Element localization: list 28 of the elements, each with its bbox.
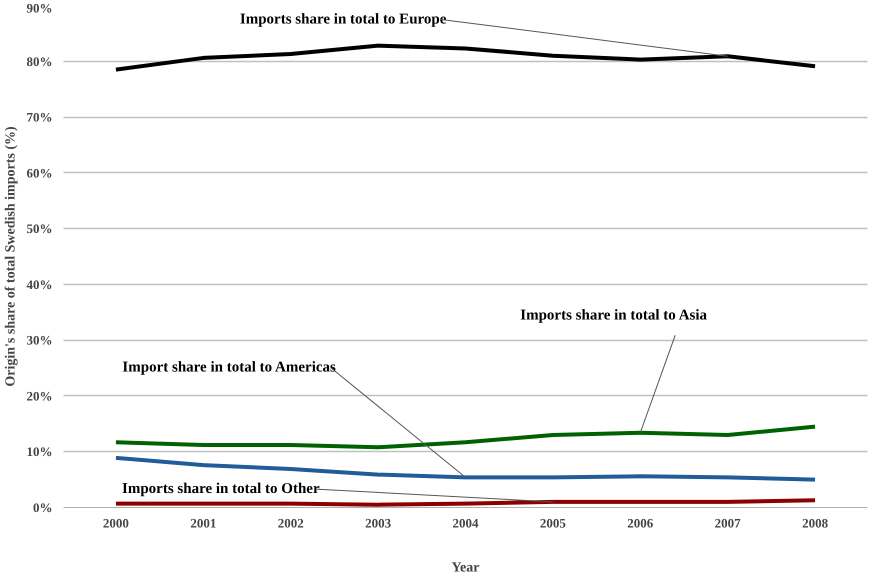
y-tick-label: 10%	[26, 444, 52, 460]
x-tick-label: 2002	[278, 516, 304, 530]
x-tick-label: 2005	[540, 516, 566, 530]
y-tick-label: 60%	[26, 165, 52, 180]
x-axis-title: Year	[452, 560, 480, 576]
line-series	[114, 44, 818, 72]
x-tick-label: 2008	[802, 516, 829, 530]
x-tick-label: 2006	[627, 516, 654, 530]
annotation: Imports share in total to Asia	[520, 308, 708, 324]
y-tick-label: 40%	[26, 276, 52, 292]
y-axis-title: Origin's share of total Swedish imports (%)	[4, 126, 18, 387]
y-tick-label: 30%	[26, 332, 52, 348]
y-tick-label: 0%	[33, 500, 52, 515]
y-tick-label: 80%	[26, 54, 52, 69]
y-tick-label: 90%	[26, 0, 52, 16]
x-tick-label: 2001	[190, 516, 216, 530]
y-tick-label: 20%	[26, 388, 52, 404]
annotation: Imports share in total to Europe	[240, 11, 447, 28]
y-tick-label: 50%	[26, 221, 52, 236]
annotation: Import share in total to Americas	[122, 360, 336, 376]
y-tick-label: 70%	[26, 110, 52, 125]
x-tick-label: 2007	[714, 516, 742, 530]
line-series	[114, 424, 818, 450]
x-tick-label: 2004	[452, 516, 479, 530]
line-series	[114, 456, 818, 482]
annotation: Imports share in total to Other	[122, 481, 320, 498]
x-tick-label: 2000	[102, 516, 129, 530]
x-tick-label: 2003	[365, 516, 392, 530]
